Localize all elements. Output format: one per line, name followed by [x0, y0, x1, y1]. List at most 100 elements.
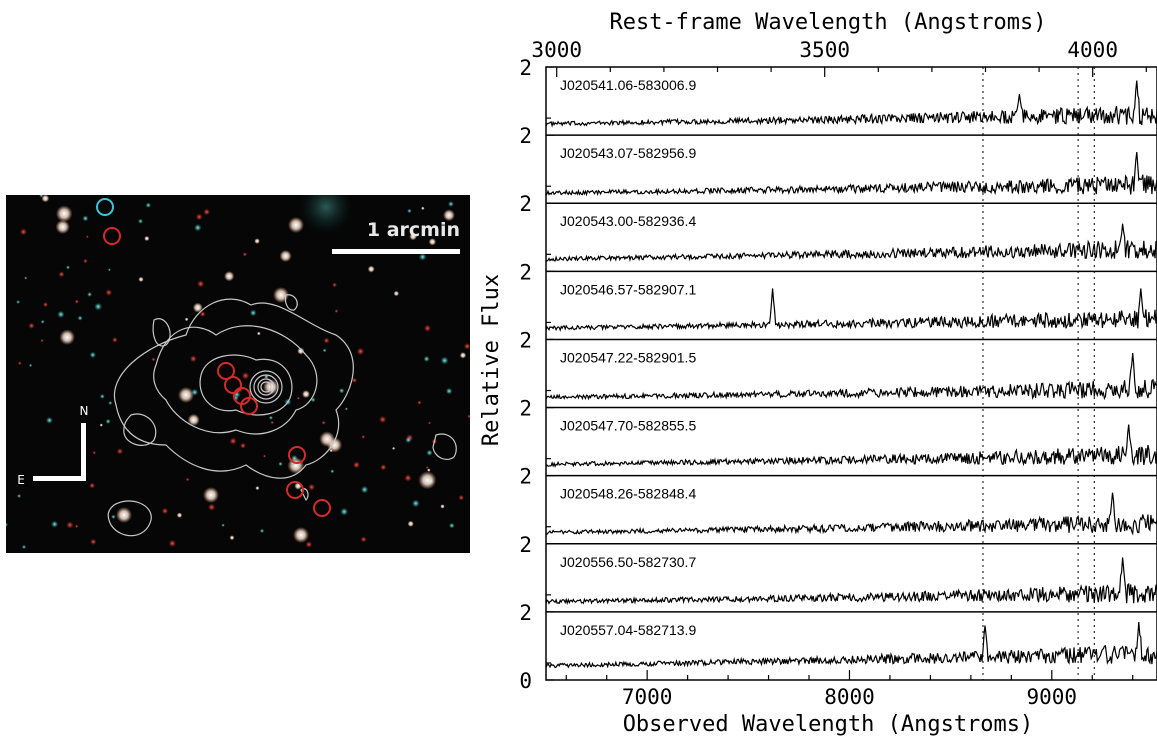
star: [445, 387, 453, 395]
y-tick-label: 0: [519, 669, 532, 693]
spectra-labels: J020541.06-583006.9 J020543.07-582956.9 J0…: [560, 77, 696, 638]
star: [229, 437, 237, 445]
spectrum-label: J020547.22-582901.5: [560, 349, 696, 365]
star: [254, 238, 260, 244]
star: [240, 442, 246, 449]
star: [41, 194, 50, 203]
sky-image-panel: 1 arcmin N E: [4, 179, 471, 553]
star: [263, 454, 267, 458]
x2-tick-label: 3500: [799, 38, 850, 62]
star: [83, 258, 88, 264]
star: [297, 347, 305, 355]
star: [418, 471, 437, 490]
bcg-marker: [96, 198, 114, 216]
star: [423, 355, 430, 362]
star: [138, 276, 144, 282]
star: [99, 393, 105, 399]
star: [28, 363, 33, 368]
spectrum-line: [545, 622, 1157, 669]
spectrum-label: J020543.07-582956.9: [560, 145, 696, 161]
star: [393, 290, 399, 297]
bright-star: [293, 527, 309, 543]
star: [197, 280, 205, 288]
star: [459, 352, 467, 359]
star: [380, 464, 387, 471]
star: [379, 415, 387, 424]
star: [334, 309, 339, 313]
star: [112, 337, 118, 343]
star: [116, 448, 124, 455]
plot-frame: [545, 66, 1157, 681]
star: [321, 420, 326, 425]
star: [184, 317, 189, 322]
star: [360, 485, 369, 494]
spectrum-label: J020556.50-582730.7: [560, 554, 696, 570]
star: [458, 494, 465, 501]
star: [105, 418, 111, 424]
star: [305, 541, 313, 548]
star: [17, 361, 22, 366]
star: [330, 469, 335, 474]
star: [161, 507, 169, 515]
compass-north-arrow: [81, 423, 86, 481]
star: [85, 235, 89, 239]
spectrum-label: J020546.57-582907.1: [560, 281, 696, 297]
star: [426, 449, 433, 456]
star: [28, 322, 35, 329]
star: [168, 539, 177, 548]
star: [99, 423, 103, 427]
star: [447, 201, 454, 207]
spectrum-line: [545, 80, 1157, 128]
star: [185, 477, 190, 482]
x2-tick-label: 3000: [531, 38, 582, 62]
star: [448, 522, 455, 529]
star: [207, 503, 216, 511]
spectrum-line: [545, 424, 1157, 468]
star: [428, 238, 437, 246]
spectrum-line: [545, 152, 1157, 197]
spectrum-label: J020541.06-583006.9: [560, 77, 696, 93]
star: [278, 461, 283, 467]
star: [418, 253, 427, 261]
star: [425, 466, 429, 469]
star: [137, 218, 144, 224]
star: [111, 514, 116, 520]
star: [392, 446, 396, 450]
star: [407, 208, 412, 214]
star: [255, 486, 260, 491]
star: [221, 523, 225, 527]
star: [340, 507, 349, 516]
star: [74, 524, 79, 529]
bright-star: [116, 507, 132, 523]
spectrum-line: [545, 492, 1157, 536]
compass-east-label: E: [17, 473, 25, 487]
star: [194, 223, 202, 232]
star: [405, 436, 412, 444]
star: [440, 356, 449, 365]
y-axis-title: Relative Flux: [479, 274, 504, 446]
spectrum-label: J020548.26-582848.4: [560, 486, 696, 502]
star: [296, 396, 300, 400]
sky-background: [6, 195, 470, 553]
bright-star: [203, 487, 219, 503]
star: [176, 512, 183, 518]
star: [51, 520, 59, 528]
y-tick-label: 2: [519, 56, 532, 80]
star: [428, 421, 432, 425]
star: [16, 300, 21, 304]
star: [199, 311, 206, 318]
star: [224, 271, 235, 282]
star: [463, 342, 471, 350]
star: [270, 420, 275, 425]
star: [242, 252, 248, 257]
star: [58, 271, 65, 278]
star: [74, 299, 80, 304]
top-axis-title: Rest-frame Wavelength (Angstroms): [609, 10, 1046, 35]
star: [259, 528, 265, 534]
y-tick-label: 2: [519, 601, 532, 625]
spectra-series: [545, 80, 1157, 669]
member-markers: [103, 227, 331, 517]
scale-bar: [332, 249, 460, 254]
